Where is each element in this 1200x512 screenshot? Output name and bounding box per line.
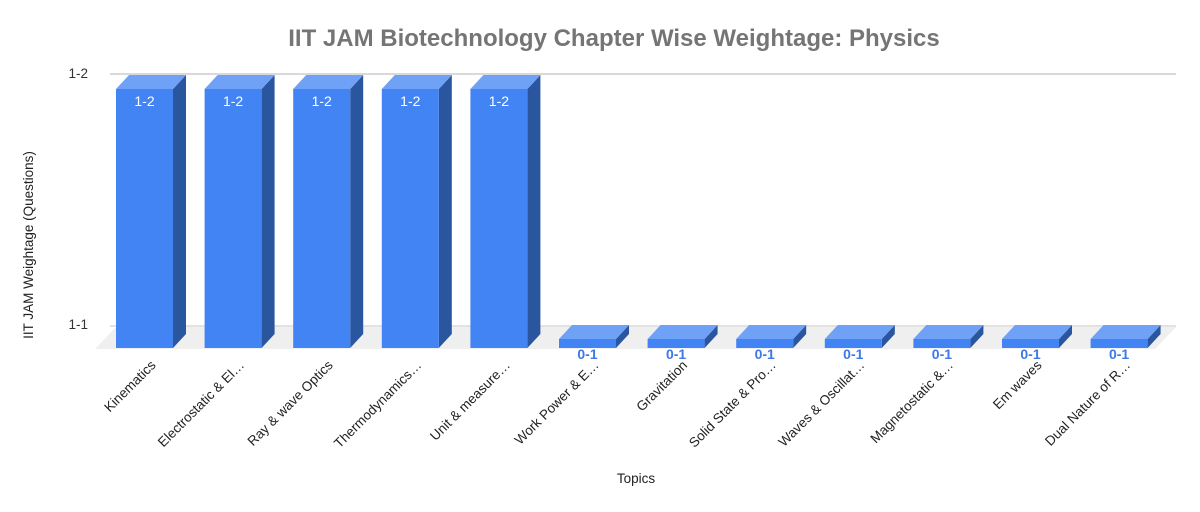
bar-side-face xyxy=(261,75,275,348)
bar-side-face xyxy=(350,75,364,348)
category-label: Dual Nature of R… xyxy=(1042,358,1133,449)
bar-top-face xyxy=(204,75,275,89)
category-label: Em waves xyxy=(990,357,1045,412)
bar-front-face xyxy=(647,339,705,348)
bar-side-face xyxy=(527,75,541,348)
bar-9[interactable] xyxy=(824,325,895,348)
bar-value-label: 0-1 xyxy=(755,346,775,362)
gridlines xyxy=(110,73,1176,327)
bar-value-label: 0-1 xyxy=(1109,346,1129,362)
category-label: Magnetostatic &… xyxy=(867,358,956,447)
bar-2[interactable] xyxy=(204,75,275,348)
bar-value-label: 0-1 xyxy=(666,346,686,362)
bar-top-face xyxy=(559,325,629,339)
category-label: Gravitation xyxy=(633,358,690,415)
bar-top-face xyxy=(381,75,452,89)
bars xyxy=(116,75,1161,348)
bar-value-label: 0-1 xyxy=(1020,346,1040,362)
bar-value-label: 0-1 xyxy=(843,346,863,362)
bar-7[interactable] xyxy=(647,325,718,348)
y-axis-tick-labels: 1-1 1-2 xyxy=(68,66,88,332)
category-label: Kinematics xyxy=(101,357,158,414)
bar-top-face xyxy=(470,75,541,89)
chart-floor-plane xyxy=(95,327,1176,349)
bar-side-face xyxy=(616,325,629,348)
bar-front-face xyxy=(559,339,616,348)
bar-front-face xyxy=(913,339,971,348)
bar-3[interactable] xyxy=(293,75,364,348)
y-tick-label: 1-1 xyxy=(68,317,88,332)
bar-side-face xyxy=(970,325,984,348)
bar-10[interactable] xyxy=(913,325,984,348)
bar-top-face xyxy=(913,325,984,339)
category-label: Unit & measure… xyxy=(427,358,513,444)
y-tick-label: 1-2 xyxy=(68,66,88,81)
bar-front-face xyxy=(204,89,262,348)
bar-front-face xyxy=(116,89,173,348)
bar-front-face xyxy=(1090,339,1148,348)
bar-8[interactable] xyxy=(736,325,807,348)
x-axis-title: Topics xyxy=(617,471,656,486)
bar-value-label: 1-2 xyxy=(312,93,332,109)
bar-value-labels: 1-2 1-2 1-2 1-2 1-2 0-1 0-1 0-1 0-1 0-1 0-1 0-1 xyxy=(134,93,1131,364)
bar-value-label: 0-1 xyxy=(932,346,952,362)
category-label: Waves & Oscillat… xyxy=(775,358,867,450)
category-label: Electrostatic & El… xyxy=(155,358,247,450)
bar-side-face xyxy=(881,325,895,348)
bar-top-face xyxy=(293,75,364,89)
category-label: Thermodynamics… xyxy=(331,358,424,451)
bar-front-face xyxy=(381,89,439,348)
bar-top-face xyxy=(1002,325,1072,339)
bar-top-face xyxy=(824,325,895,339)
chart-title: IIT JAM Biotechnology Chapter Wise Weigh… xyxy=(288,25,939,52)
bar-4[interactable] xyxy=(381,75,452,348)
bar-side-face xyxy=(173,75,186,348)
bar-side-face xyxy=(793,325,807,348)
bar-top-face xyxy=(1090,325,1161,339)
chart-floor xyxy=(95,327,1176,349)
bar-top-face xyxy=(647,325,718,339)
bar-side-face xyxy=(438,75,452,348)
bar-6[interactable] xyxy=(559,325,629,348)
bar-11[interactable] xyxy=(1002,325,1072,348)
bar-value-label: 1-2 xyxy=(489,93,509,109)
bar-side-face xyxy=(1059,325,1072,348)
bar-top-face xyxy=(116,75,186,89)
bar-12[interactable] xyxy=(1090,325,1161,348)
bar-1[interactable] xyxy=(116,75,186,348)
bar-value-label: 1-2 xyxy=(134,93,154,109)
category-label: Solid State & Pro… xyxy=(686,358,779,451)
bar-front-face xyxy=(824,339,882,348)
bar-side-face xyxy=(704,325,718,348)
bar-side-face xyxy=(1147,325,1161,348)
bar-front-face xyxy=(293,89,351,348)
bar-value-label: 1-2 xyxy=(400,93,420,109)
category-label: Ray & wave Optics xyxy=(245,357,336,448)
bar-5[interactable] xyxy=(470,75,541,348)
bar-value-label: 1-2 xyxy=(223,93,243,109)
bar-top-face xyxy=(736,325,807,339)
bar-value-label: 0-1 xyxy=(577,346,597,362)
bar-front-face xyxy=(736,339,794,348)
y-axis-title: IIT JAM Weightage (Questions) xyxy=(21,151,36,339)
bar-front-face xyxy=(1002,339,1059,348)
bar-front-face xyxy=(470,89,528,348)
category-label: Work Power & E… xyxy=(512,358,602,448)
